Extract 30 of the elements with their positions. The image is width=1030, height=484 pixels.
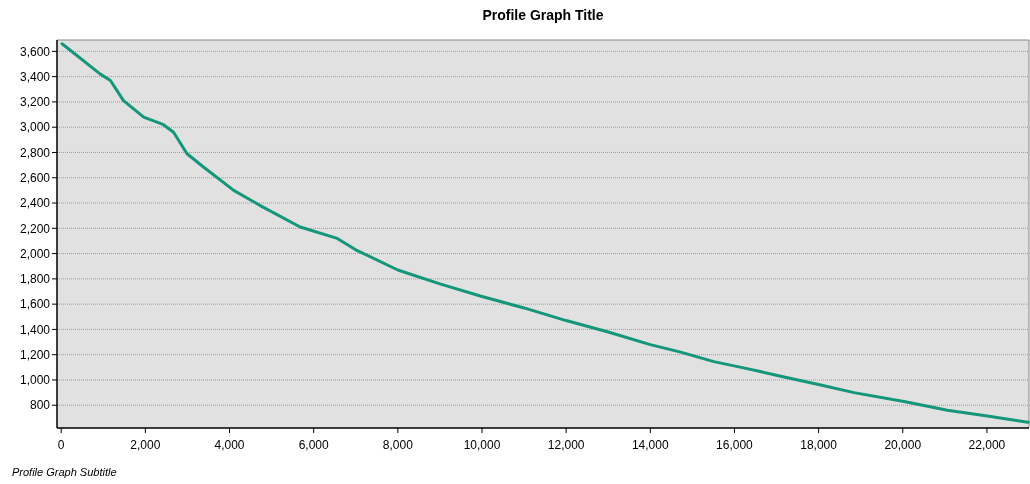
x-tick-label: 0	[57, 438, 65, 452]
y-tick-label: 1,200	[19, 347, 51, 362]
x-tick-label: 12,000	[547, 438, 585, 452]
y-tick-label: 2,800	[19, 145, 51, 160]
line-series	[60, 42, 1030, 424]
y-tick-label: 1,400	[19, 322, 51, 337]
x-tick-label: 10,000	[463, 438, 501, 452]
x-tick-label: 4,000	[214, 438, 245, 452]
y-tick-label: 1,000	[19, 373, 51, 388]
x-tick-label: 2,000	[130, 438, 161, 452]
y-tick-label: 3,200	[19, 95, 51, 110]
y-tick-label: 3,000	[19, 120, 51, 135]
y-tick-label: 2,000	[19, 246, 51, 261]
y-tick-label: 1,600	[19, 297, 51, 312]
y-tick-label: 2,600	[19, 170, 51, 185]
y-tick-label: 800	[29, 398, 51, 413]
x-tick-label: 8,000	[382, 438, 414, 452]
y-tick-label: 2,200	[19, 221, 51, 236]
y-tick-label: 3,400	[19, 69, 51, 84]
x-tick-label: 16,000	[716, 438, 754, 452]
y-tick-label: 2,400	[19, 196, 51, 211]
y-tick-label: 1,800	[19, 272, 51, 287]
x-tick-label: 22,000	[968, 438, 1006, 452]
x-tick-label: 20,000	[884, 438, 922, 452]
chart-title: Profile Graph Title	[482, 7, 604, 23]
x-tick-label: 18,000	[800, 438, 838, 452]
y-tick-label: 3,600	[19, 44, 51, 59]
x-tick-label: 6,000	[298, 438, 330, 452]
text: Profile Graph Subtitle	[12, 466, 117, 478]
x-tick-label: 14,000	[631, 438, 669, 452]
